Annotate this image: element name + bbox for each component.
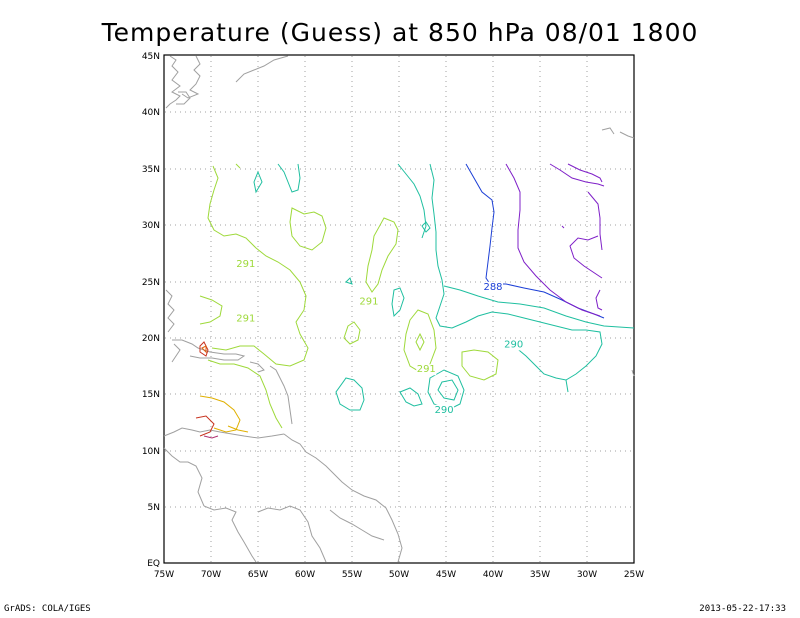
contour-288 bbox=[465, 163, 605, 319]
contour-label-291: 291 bbox=[359, 296, 378, 307]
contour-label-bg bbox=[434, 404, 455, 416]
lon-tick-30w: 30W bbox=[577, 570, 597, 580]
contour-label-291: 291 bbox=[236, 259, 255, 270]
lon-tick-labels: 75W 70W 65W 60W 55W 50W 45W 40W 35W 30W … bbox=[154, 570, 644, 580]
lat-tick-5n: 5N bbox=[148, 503, 160, 513]
lat-tick-25n: 25N bbox=[142, 278, 160, 288]
plot-frame bbox=[163, 54, 635, 564]
map-title: Temperature (Guess) at 850 hPa 08/01 180… bbox=[101, 18, 699, 47]
lat-tick-10n: 10N bbox=[142, 447, 160, 457]
contour-label-291: 291 bbox=[417, 364, 436, 375]
lon-tick-75w: 75W bbox=[154, 570, 174, 580]
contour-warm bbox=[195, 341, 249, 439]
grads-credit: GrADS: COLA/IGES bbox=[4, 604, 91, 614]
lon-tick-35w: 35W bbox=[530, 570, 550, 580]
lon-tick-40w: 40W bbox=[483, 570, 503, 580]
lon-tick-55w: 55W bbox=[342, 570, 362, 580]
contour-label-290: 290 bbox=[435, 405, 454, 416]
lat-tick-30n: 30N bbox=[142, 221, 160, 231]
lat-tick-40n: 40N bbox=[142, 108, 160, 118]
lat-tick-15n: 15N bbox=[142, 390, 160, 400]
lon-tick-65w: 65W bbox=[248, 570, 268, 580]
lon-tick-70w: 70W bbox=[201, 570, 221, 580]
contour-290 bbox=[253, 163, 635, 411]
lat-tick-35n: 35N bbox=[142, 165, 160, 175]
contour-label-bg bbox=[235, 259, 256, 271]
lon-tick-60w: 60W bbox=[295, 570, 315, 580]
contour-label-291: 291 bbox=[236, 313, 255, 324]
lon-tick-25w: 25W bbox=[624, 570, 644, 580]
grid-lines bbox=[165, 56, 633, 562]
generation-timestamp: 2013-05-22-17:33 bbox=[699, 604, 786, 614]
contour-label-288: 288 bbox=[483, 282, 502, 293]
coastlines bbox=[163, 55, 635, 563]
contour-labels: 291 291 291 291 290 290 288 bbox=[235, 259, 524, 416]
contour-label-bg bbox=[416, 364, 437, 376]
contour-label-bg bbox=[503, 339, 524, 351]
lon-tick-45w: 45W bbox=[436, 570, 456, 580]
contour-287 bbox=[505, 163, 605, 317]
lat-tick-45n: 45N bbox=[142, 52, 160, 62]
contour-label-bg bbox=[483, 281, 503, 293]
lat-tick-20n: 20N bbox=[142, 334, 160, 344]
contour-label-290: 290 bbox=[504, 339, 523, 350]
contour-label-bg bbox=[235, 313, 256, 325]
contour-291 bbox=[199, 163, 499, 429]
lat-tick-labels: 45N 40N 35N 30N 25N 20N 15N 10N 5N EQ bbox=[142, 52, 160, 569]
contour-label-bg bbox=[358, 296, 379, 308]
lon-tick-50w: 50W bbox=[389, 570, 409, 580]
lat-tick-eq: EQ bbox=[147, 559, 160, 569]
